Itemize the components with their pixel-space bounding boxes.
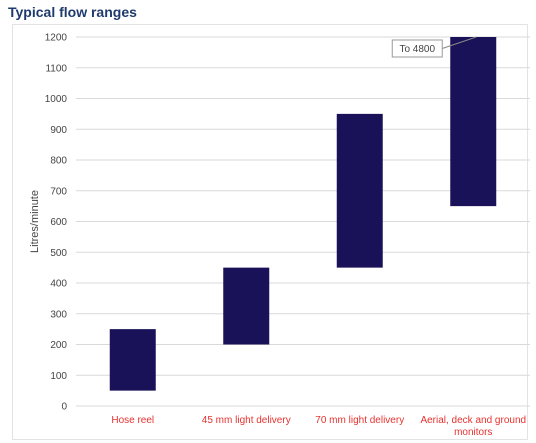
x-category-label: 45 mm light delivery: [202, 415, 291, 426]
annotation-box: [391, 39, 443, 58]
range-bar: [450, 37, 497, 207]
x-category-label: 70 mm light delivery: [315, 415, 404, 426]
annotation-label: To 4800: [399, 44, 435, 55]
range-bar: [109, 329, 156, 391]
y-tick-label: 800: [50, 156, 67, 167]
range-bar: [223, 267, 270, 345]
y-tick-label: 1200: [45, 33, 68, 44]
y-tick-label: 600: [50, 217, 67, 228]
y-tick-label: 1000: [45, 94, 68, 105]
y-tick-label: 900: [50, 125, 67, 136]
y-tick-label: 300: [50, 309, 67, 320]
annotation-leader: [442, 36, 477, 49]
y-tick-label: 0: [61, 402, 67, 413]
y-axis-label: Litres/minute: [29, 190, 41, 253]
y-tick-label: 700: [50, 186, 67, 197]
chart-frame: [12, 24, 528, 440]
chart-title: Typical flow ranges: [8, 4, 137, 20]
y-tick-label: 200: [50, 340, 67, 351]
x-category-label: Hose reel: [111, 415, 154, 426]
range-bar: [336, 113, 383, 268]
y-tick-label: 100: [50, 371, 67, 382]
y-tick-label: 1100: [45, 63, 67, 74]
y-tick-label: 400: [50, 279, 67, 290]
x-category-label: Aerial, deck and ground monitors: [420, 415, 526, 438]
y-tick-label: 500: [50, 248, 67, 259]
